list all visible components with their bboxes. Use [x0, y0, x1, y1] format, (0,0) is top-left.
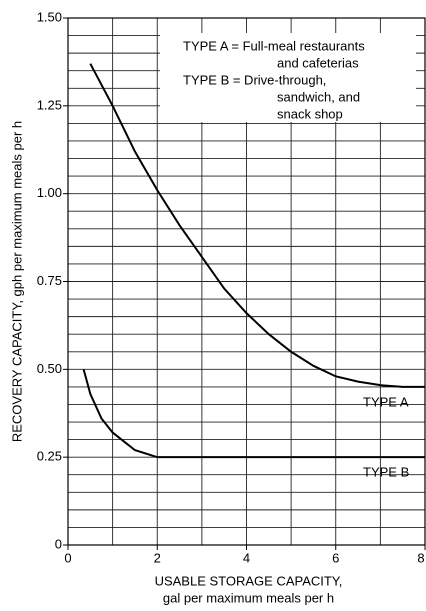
legend-text: TYPE A = Full-meal restaurants — [183, 38, 365, 53]
y-tick-label: 1.25 — [37, 97, 62, 112]
x-axis-label: gal per maximum meals per h — [163, 590, 334, 605]
legend-box — [160, 33, 416, 122]
y-tick-label: 0.75 — [37, 273, 62, 288]
x-tick-label: 0 — [64, 550, 71, 565]
legend-text: TYPE B = Drive-through, — [183, 72, 326, 87]
x-tick-label: 2 — [154, 550, 161, 565]
series-line — [82, 369, 425, 459]
y-tick-label: 0 — [55, 536, 62, 551]
series-line — [89, 63, 425, 388]
y-tick-label: 0.50 — [37, 361, 62, 376]
series-label: TYPE B — [363, 465, 409, 480]
y-tick-label: 1.00 — [37, 185, 62, 200]
legend-text: sandwich, and — [277, 89, 360, 104]
legend-text: snack shop — [277, 106, 343, 121]
x-tick-label: 8 — [417, 550, 424, 565]
y-tick-label: 0.25 — [37, 449, 62, 464]
legend-text: and cafeterias — [277, 55, 359, 70]
x-axis-label: USABLE STORAGE CAPACITY, — [155, 573, 343, 588]
series-label: TYPE A — [363, 394, 409, 409]
x-tick-label: 6 — [332, 550, 339, 565]
y-tick-label: 1.50 — [37, 9, 62, 24]
y-axis-label: RECOVERY CAPACITY, gph per maximum meals… — [9, 121, 24, 442]
x-tick-label: 4 — [243, 550, 250, 565]
